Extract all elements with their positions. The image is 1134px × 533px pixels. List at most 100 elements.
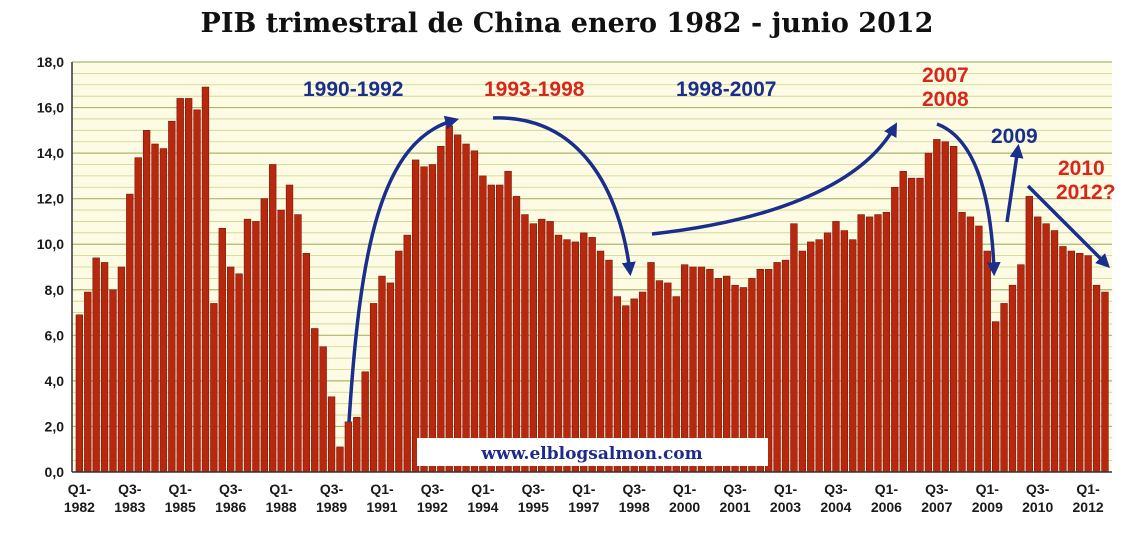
bar (1076, 253, 1084, 473)
bar (243, 218, 252, 473)
bar (1101, 291, 1109, 473)
bar (75, 314, 84, 473)
x-tick-year: 2003 (770, 499, 801, 515)
bar (126, 193, 134, 473)
bar (445, 125, 453, 473)
annotation-2012: 2012? (1056, 181, 1116, 204)
bar (134, 157, 142, 473)
bar (159, 148, 168, 473)
bar (487, 184, 495, 473)
bar (504, 171, 512, 473)
y-tick-labels: 0,0 2,0 4,0 6,0 8,0 10,0 12,0 14,0 16,0 18,0 (37, 54, 64, 480)
bar (369, 303, 378, 473)
bar (92, 257, 100, 473)
bar (437, 145, 445, 473)
bar (512, 196, 521, 473)
bar (832, 221, 840, 473)
bar (924, 152, 933, 473)
y-tick-label: 14,0 (37, 145, 64, 161)
bar (882, 212, 891, 473)
bar (361, 371, 369, 473)
x-tick-quarter: Q1- (169, 481, 193, 497)
bar (252, 221, 260, 473)
x-tick-year: 1994 (467, 499, 498, 515)
arrow-2010-2012 (1026, 184, 1110, 268)
x-tick-quarter: Q1- (774, 481, 798, 497)
bar (529, 223, 537, 473)
bar (538, 218, 546, 473)
bar (403, 234, 411, 473)
bar (470, 150, 479, 473)
bar (899, 171, 907, 473)
annotation-2007: 2007 (922, 64, 969, 87)
x-tick-quarter: Q3- (1026, 481, 1050, 497)
bar (327, 396, 336, 473)
bar (496, 184, 504, 473)
bar (840, 230, 849, 473)
x-tick-year: 2012 (1073, 499, 1104, 515)
x-tick-quarter: Q3- (421, 481, 445, 497)
bar (151, 143, 159, 473)
bar (571, 241, 580, 473)
bar (1084, 255, 1092, 473)
x-tick-year: 2004 (820, 499, 851, 515)
bar (1067, 250, 1075, 473)
bar (109, 289, 117, 473)
x-tick-year: 1998 (619, 499, 650, 515)
x-tick-year: 2000 (669, 499, 700, 515)
bar (227, 266, 235, 473)
bar (353, 417, 361, 473)
x-tick-year: 1995 (518, 499, 549, 515)
x-tick-year: 1992 (417, 499, 448, 515)
x-tick-year: 1988 (266, 499, 297, 515)
bar (933, 139, 941, 473)
bar (218, 227, 226, 473)
bar (1025, 196, 1033, 473)
axes (71, 62, 1112, 473)
annotation-2010: 2010 (1058, 157, 1105, 180)
chart-title: PIB trimestral de China enero 1982 - jun… (200, 8, 934, 39)
bar (269, 164, 277, 473)
bar (420, 166, 428, 473)
x-tick-year: 1982 (64, 499, 95, 515)
annotation-1998-2007: 1998-2007 (676, 78, 776, 101)
bar (1092, 284, 1101, 473)
x-tick-labels: Q1- 1982 Q3- 1983 Q1- 1985 Q3- 1986 Q1- 1988 Q3- 19… (64, 481, 1104, 515)
bar (386, 282, 395, 473)
x-tick-quarter: Q1- (673, 481, 697, 497)
bar (521, 214, 529, 473)
bar (285, 184, 294, 473)
bar (395, 250, 403, 473)
bar (588, 237, 596, 473)
x-tick-year: 1985 (165, 499, 196, 515)
bar (773, 262, 781, 473)
bar (336, 446, 344, 473)
bar (1034, 216, 1042, 473)
bar (790, 223, 798, 473)
x-tick-quarter: Q3- (118, 481, 142, 497)
bar (1059, 246, 1067, 473)
bar (857, 214, 865, 473)
bar (807, 241, 815, 473)
bar (1017, 264, 1025, 473)
bar (84, 291, 92, 473)
arrow-1993-1998 (492, 116, 636, 277)
bar (210, 303, 218, 473)
bar (428, 164, 437, 473)
bar (916, 177, 924, 473)
bar (453, 134, 462, 473)
annotation-arrows (347, 115, 1110, 423)
y-tick-label: 12,0 (37, 191, 64, 207)
bar (277, 209, 285, 473)
x-tick-year: 1991 (366, 499, 397, 515)
bar (184, 98, 193, 473)
bar (235, 273, 243, 473)
bar (294, 214, 302, 473)
watermark: www.elblogsalmon.com (417, 438, 768, 466)
x-tick-year: 2001 (720, 499, 751, 515)
watermark-text: www.elblogsalmon.com (480, 444, 702, 464)
bar (823, 232, 832, 473)
x-tick-quarter: Q3- (320, 481, 344, 497)
x-tick-quarter: Q3- (925, 481, 949, 497)
arrow-1998-2007 (651, 122, 898, 236)
